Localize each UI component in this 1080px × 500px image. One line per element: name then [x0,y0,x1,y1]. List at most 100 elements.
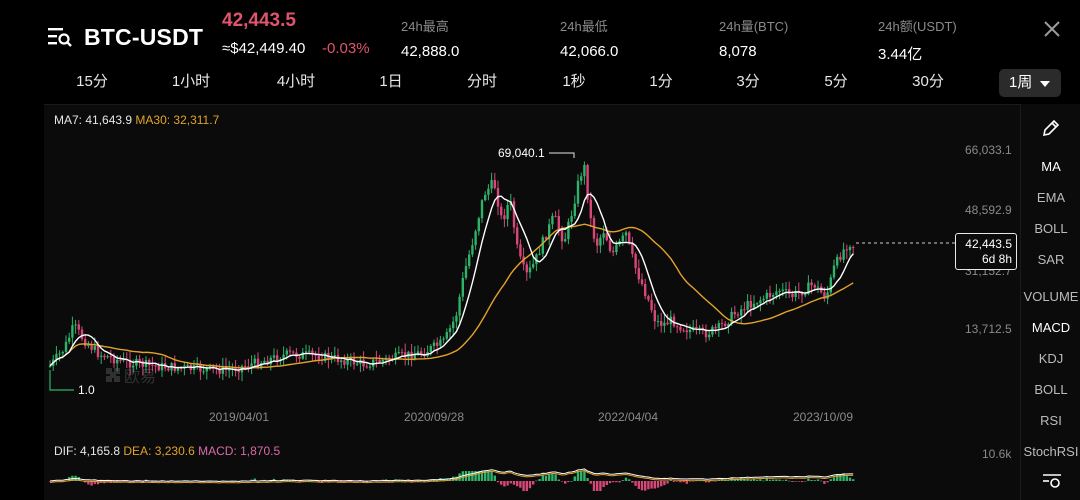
candle-body [96,345,100,357]
candle-body [794,290,797,298]
current-price-box: 42,443.5 6d 8h [955,233,1017,270]
macd-bar [845,476,848,481]
candle-body [237,371,240,373]
menu-search-icon[interactable] [48,26,72,48]
macd-bar [532,481,535,485]
macd-bar [829,479,832,481]
macd-bar [708,481,711,483]
macd-bar [794,480,797,482]
macd-bar [557,479,560,481]
macd-bar [692,481,695,482]
tab-1s[interactable]: 1秒 [562,73,586,90]
candle-body [122,359,125,361]
stat-label: 24h量(BTC) [719,19,789,34]
price-axis-label: 13,712.5 [965,322,1012,336]
candle-body [64,341,68,353]
candle-body [381,359,384,363]
candle-body [138,358,141,362]
candle-body [199,364,202,372]
tab-1min[interactable]: 1分 [649,73,673,90]
settings-list-icon[interactable] [1043,473,1061,489]
candle-body [733,311,736,315]
macd-bar [432,479,436,481]
candle-body [272,355,276,358]
candle-body [724,323,727,326]
macd-bar [528,481,532,489]
tab-30min[interactable]: 30分 [912,73,944,90]
stat-value: 8,078 [719,43,757,60]
candle-body [176,367,180,371]
high-marker-line [549,152,575,158]
candle-body [660,321,663,326]
stat-value: 42,066.0 [560,43,619,60]
pair-name[interactable]: BTC-USDT [84,24,204,50]
sidebar-item-macd[interactable]: MACD [1031,320,1071,335]
candle-body [100,355,103,357]
candle-body [304,351,308,353]
candle-body [852,246,855,248]
candle-body [538,253,541,255]
candle-body [800,292,804,296]
candle-body [826,292,829,299]
stat-label: 24h最低 [560,19,608,34]
sidebar-item-ema[interactable]: EMA [1036,190,1066,205]
chart-area[interactable] [44,104,1020,500]
candle-body [87,344,90,346]
macd-bar [567,481,570,483]
tab-1w-dropdown[interactable]: 1周 [999,69,1061,97]
sidebar-item-sar[interactable]: SAR [1037,252,1065,267]
tab-5min[interactable]: 5分 [824,73,848,90]
macd-bar [525,481,528,491]
macd-bar [112,481,116,483]
candle-body [503,215,506,220]
candle-body [836,256,839,266]
sidebar-item-volume[interactable]: VOLUME [1023,289,1079,304]
candle-body [695,326,698,329]
macd-bar [852,479,855,481]
macd-bar [506,481,509,486]
price-axis-label: 66,033.1 [965,143,1012,157]
dif-value: DIF: 4,165.8 [54,444,121,458]
candle-body [218,369,221,374]
tab-timeshare[interactable]: 分时 [466,73,498,90]
candle-body [573,203,576,217]
sidebar-item-ma[interactable]: MA [1041,159,1061,174]
close-icon[interactable] [1042,19,1062,39]
candle-body [708,334,711,338]
indicator-sidebar: MA EMA BOLL SAR VOLUME MACD KDJ BOLL RSI… [1020,104,1080,500]
tab-3min[interactable]: 3分 [736,73,760,90]
candle-body [564,239,567,242]
sidebar-item-stochrsi[interactable]: StochRSI [1023,444,1079,459]
tab-4h[interactable]: 4小时 [276,73,316,90]
macd-bar [813,480,816,481]
sidebar-item-rsi[interactable]: RSI [1040,413,1062,428]
sidebar-item-kdj[interactable]: KDJ [1038,351,1064,366]
macd-bar [765,478,768,481]
candle-body [554,215,557,217]
candle-body [442,338,445,340]
tab-15m[interactable]: 15分 [76,73,108,90]
macd-bar [544,475,548,481]
macd-bar [116,481,119,482]
macd-bar [503,481,506,487]
macd-bar [570,480,573,482]
macd-bar [269,480,272,482]
macd-bar [608,481,612,484]
candle-body [458,296,461,316]
pencil-icon[interactable] [1041,118,1061,138]
sidebar-item-boll-sub[interactable]: BOLL [1034,382,1068,397]
tab-1h[interactable]: 1小时 [171,73,211,90]
candle-body [141,361,144,367]
price-axis-label: 48,592.9 [965,203,1012,217]
candle-body [781,289,784,291]
macd-bar [500,481,503,485]
kline-chart[interactable]: 欧易 [44,104,1020,500]
candle-body [205,367,208,372]
sidebar-item-boll[interactable]: BOLL [1034,221,1068,236]
macd-bar [93,481,96,484]
tab-1d[interactable]: 1日 [379,73,403,90]
macd-bar [781,480,784,482]
candle-body [448,328,452,333]
candle-body [212,365,215,368]
macd-bar [679,481,682,483]
